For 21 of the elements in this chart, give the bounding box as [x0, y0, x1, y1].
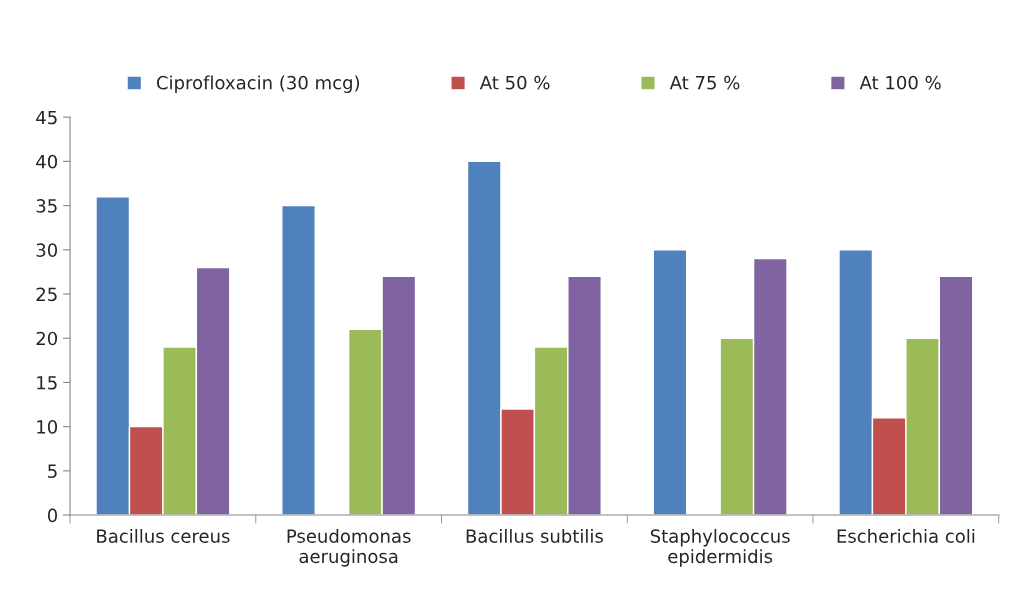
- legend-label: At 100 %: [859, 75, 941, 90]
- bar: [281, 204, 316, 516]
- y-tick-label: 45: [36, 110, 57, 125]
- y-tick-label: 35: [36, 199, 57, 213]
- legend-label: Ciprofloxacin (30 mcg): [156, 75, 360, 93]
- x-tick-label: Escherichia coli: [837, 528, 975, 543]
- bar: [652, 249, 688, 516]
- x-tick-label: Bacillus subtilis: [466, 528, 603, 543]
- x-tick-label: Pseudomonas aeruginosa: [287, 528, 411, 567]
- legend-label: At 75 %: [669, 75, 740, 90]
- x-tick-label: Staphylococcus epidermidis: [650, 528, 790, 567]
- y-tick-label: 15: [37, 376, 57, 390]
- y-tick-label: 20: [36, 331, 58, 346]
- x-tick-label: Bacillus cereus: [97, 528, 230, 543]
- y-tick-label: 30: [36, 243, 58, 257]
- legend-label: At 50 %: [479, 75, 550, 90]
- y-tick-label: 0: [47, 508, 58, 523]
- y-tick-label: 40: [36, 154, 58, 169]
- y-tick-label: 10: [37, 420, 58, 434]
- y-tick-label: 5: [48, 464, 57, 478]
- y-tick-label: 25: [36, 287, 57, 302]
